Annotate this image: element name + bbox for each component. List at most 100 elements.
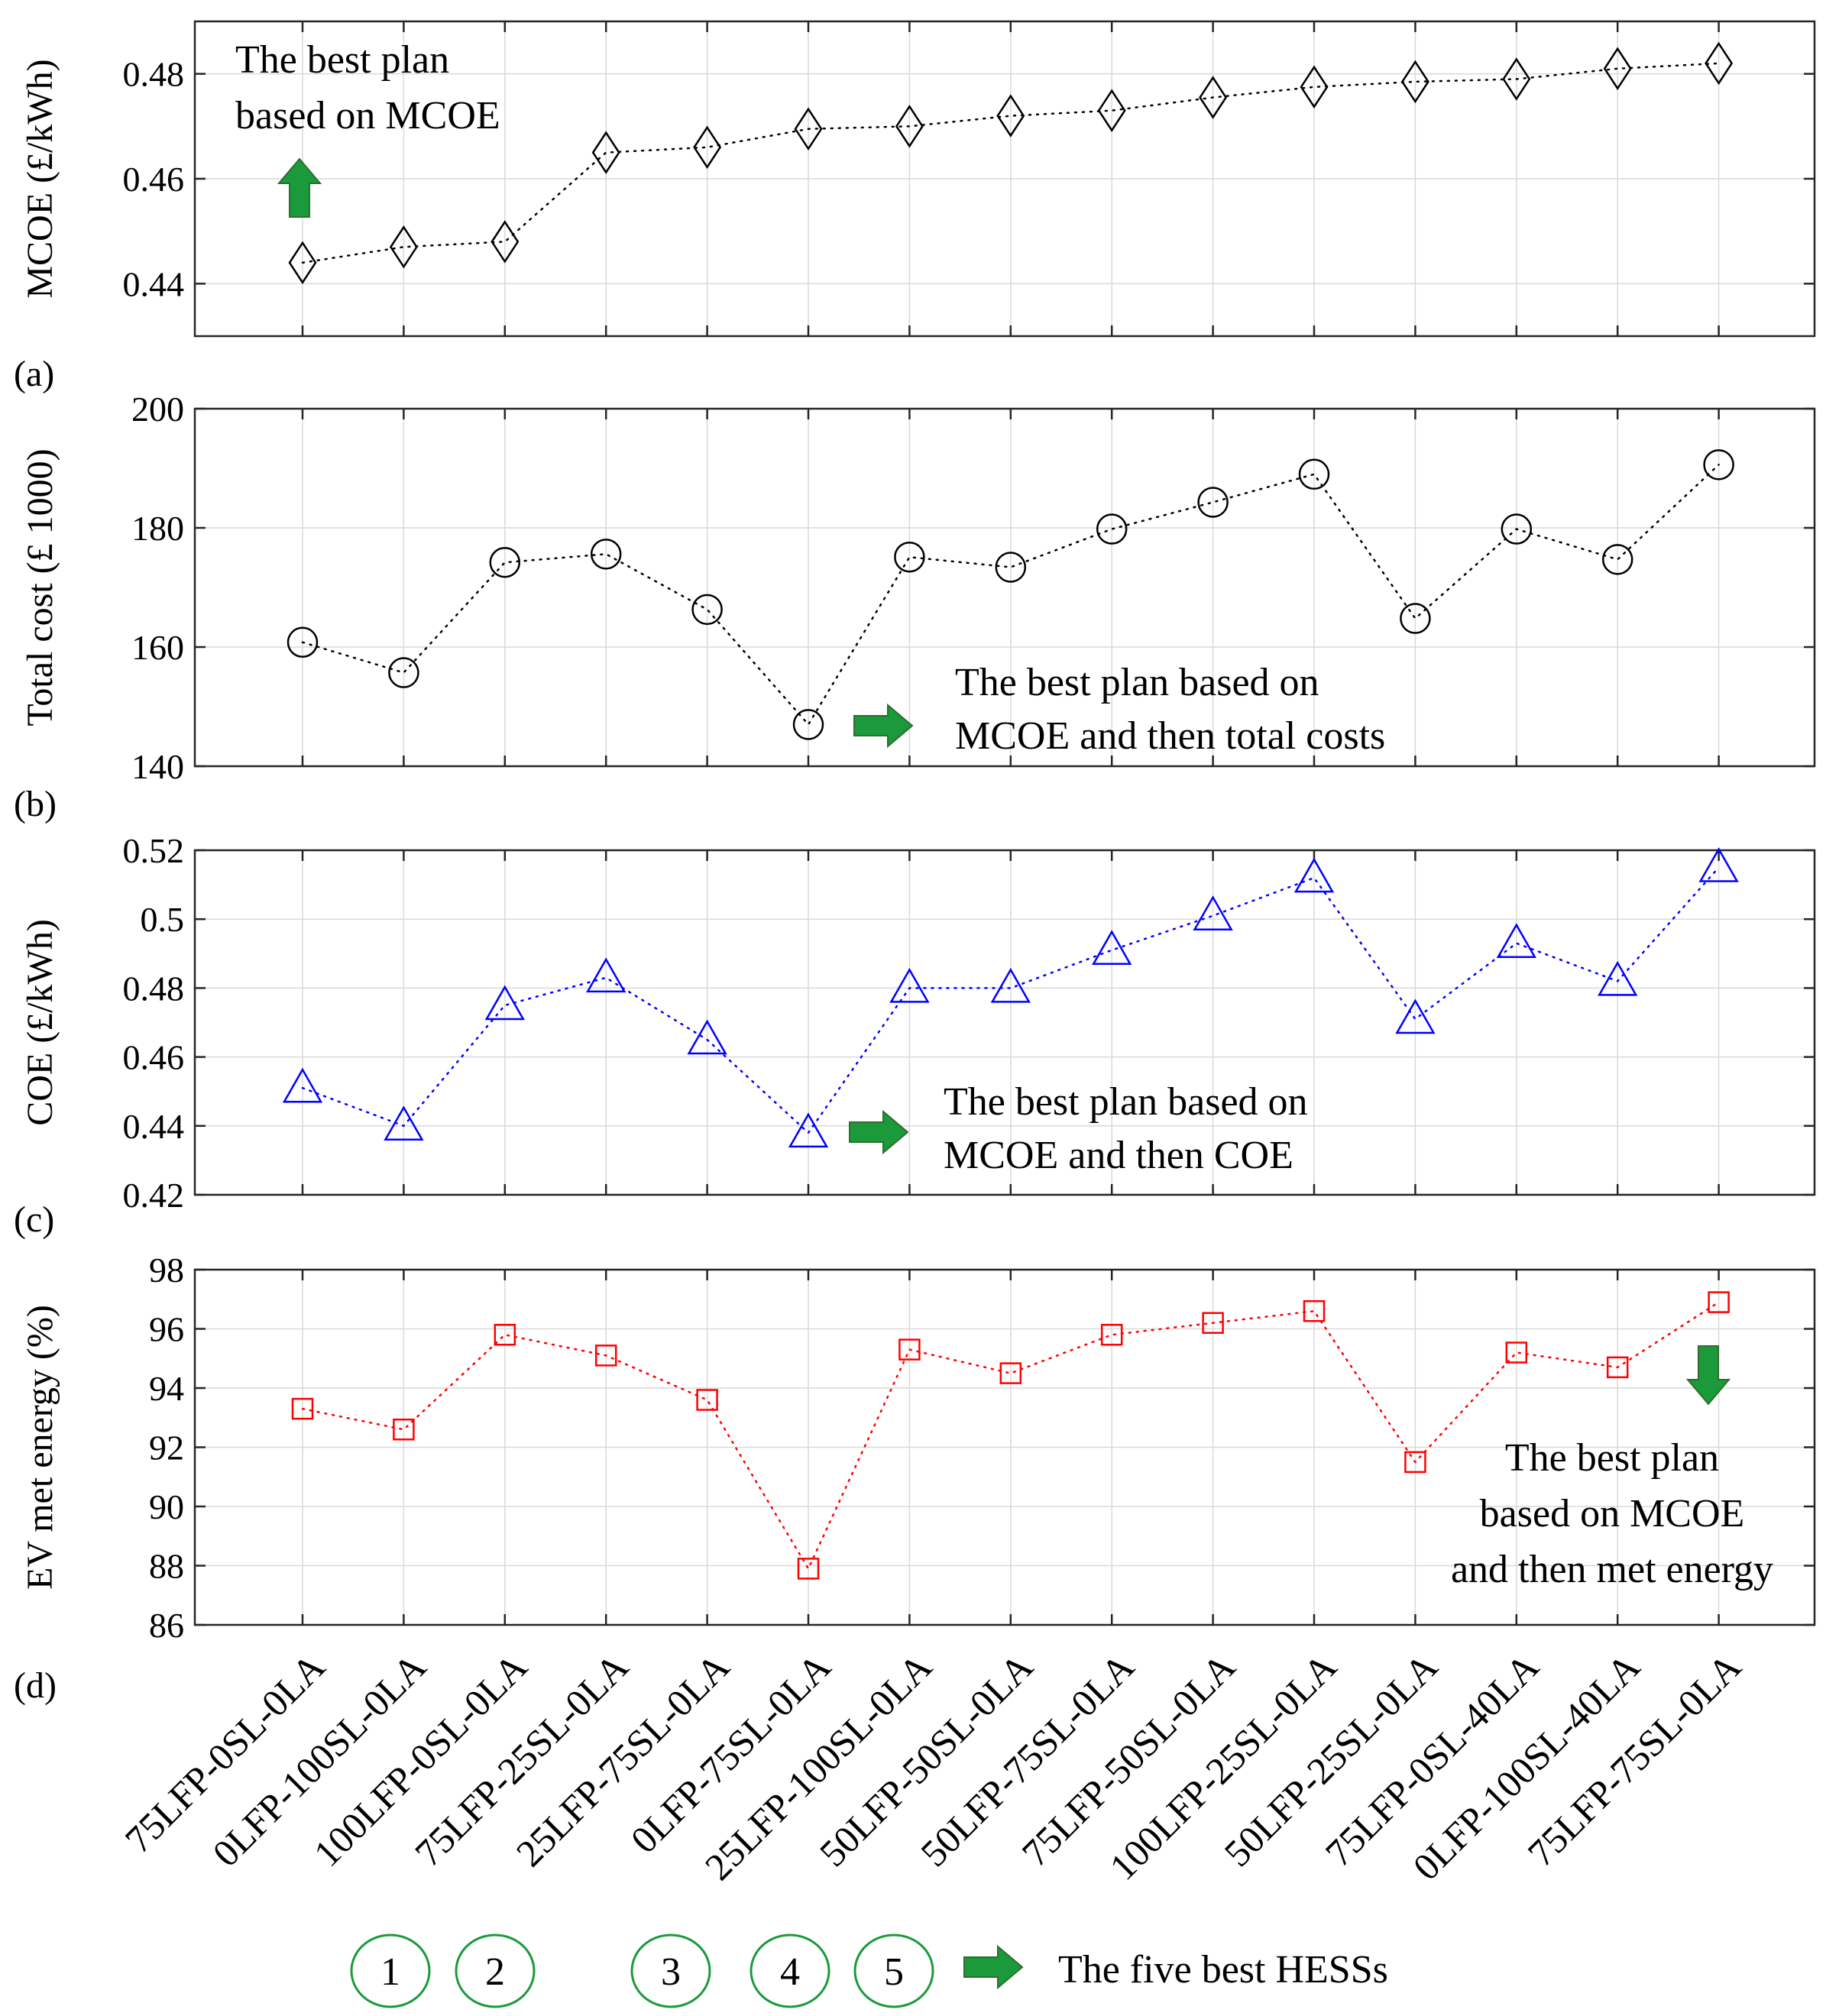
data-point: [1703, 449, 1734, 481]
y-tick-label: 0.48: [123, 55, 185, 94]
y-tick-label: 0.46: [123, 1038, 185, 1077]
data-point: [1199, 76, 1228, 119]
rank-circle: [350, 1933, 431, 2008]
annotation-text: and then met energy: [1451, 1548, 1773, 1591]
y-tick-label: 140: [131, 747, 184, 786]
axes-frame: [193, 407, 1816, 768]
data-point: [691, 594, 723, 626]
data-point: [999, 1362, 1022, 1384]
y-tick-label: 88: [149, 1547, 184, 1586]
y-tick-label: 94: [149, 1369, 184, 1408]
y-tick-label: 180: [131, 509, 184, 548]
data-point: [1202, 1312, 1224, 1334]
data-point: [494, 1324, 516, 1346]
rank-number: 5: [884, 1950, 904, 1994]
data-point: [693, 125, 722, 170]
legend-text: The five best HESSs: [1058, 1948, 1388, 1992]
data-point: [1097, 89, 1126, 133]
data-point: [1193, 895, 1233, 930]
data-point: [995, 552, 1027, 583]
y-tick-label: 90: [149, 1487, 184, 1526]
rank-number: 1: [380, 1950, 400, 1994]
data-point: [898, 1338, 921, 1361]
data-point: [1501, 513, 1533, 545]
data-point: [591, 131, 620, 174]
data-point: [389, 225, 418, 269]
data-point: [1603, 47, 1632, 91]
y-tick-label: 98: [149, 1251, 184, 1290]
data-point: [1400, 603, 1431, 634]
x-axis-categories: 75LFP-0SL-0LA0LFP-100SL-0LA100LFP-0SL-0L…: [117, 1645, 1750, 1888]
data-point: [797, 1558, 820, 1580]
data-point: [895, 105, 924, 148]
panel-a: 0.44 0.46 0.48 MCOE (£/kWh) (a) The best plan…: [14, 20, 1816, 394]
panel-b: 140 160 180 200 Total cost (£ 1000) (b) The be…: [14, 390, 1816, 824]
rank-circle: [455, 1933, 536, 2008]
data-point: [1404, 1451, 1426, 1474]
series-line: [301, 1301, 1720, 1571]
y-tick-label: 0.46: [123, 160, 185, 199]
data-point: [291, 1397, 314, 1420]
annotation-text: based on MCOE: [1480, 1492, 1745, 1535]
axes-frame: [193, 849, 1816, 1196]
best-plan-arrow: [1685, 1345, 1731, 1406]
data-point: [590, 539, 622, 570]
panel-label: (a): [14, 354, 54, 394]
data-point: [489, 546, 521, 578]
y-axis-label: COE (£/kWh): [20, 919, 60, 1126]
data-point: [1096, 513, 1128, 545]
legend-five-best: 1 2 3 4 5 The five best HESSs: [350, 1933, 1388, 2008]
annotation-text: The best plan: [235, 38, 449, 82]
data-point: [384, 1105, 424, 1141]
data-point: [889, 967, 930, 1003]
y-tick-label: 0.42: [123, 1176, 185, 1215]
data-point: [687, 1019, 727, 1055]
data-point: [1502, 57, 1531, 101]
series-line: [301, 464, 1720, 726]
y-tick-label: 0.48: [123, 969, 185, 1008]
panel-c: 0.42 0.44 0.46 0.48 0.5 0.52 COE (£/kWh) (c) The…: [14, 831, 1816, 1240]
data-point: [792, 709, 824, 740]
rank-circle: [853, 1933, 934, 2008]
data-point: [990, 967, 1031, 1003]
data-point: [794, 107, 823, 151]
y-tick-label: 92: [149, 1429, 184, 1468]
data-point: [1698, 847, 1739, 882]
panel-label: (b): [14, 784, 57, 824]
y-axis-label: MCOE (£/kWh): [20, 59, 60, 298]
data-point: [1092, 930, 1132, 966]
rank-number: 2: [485, 1950, 505, 1994]
data-point: [586, 957, 626, 993]
data-point: [1197, 487, 1229, 518]
panel-label: (d): [14, 1665, 57, 1706]
y-tick-label: 0.44: [123, 264, 185, 303]
data-point: [594, 1345, 617, 1367]
panel-d: 86 88 90 92 94 96 98 EV met energy (%) (d) The be…: [14, 1251, 1816, 1706]
y-tick-label: 0.52: [123, 831, 185, 870]
data-point: [1400, 60, 1429, 104]
data-point: [1303, 1300, 1326, 1322]
y-axis-label: EV met energy (%): [20, 1305, 60, 1590]
data-point: [1598, 960, 1638, 996]
y-tick-label: 200: [131, 390, 184, 429]
annotation-text: The best plan based on: [955, 661, 1319, 704]
best-plan-arrow: [849, 1109, 909, 1155]
y-axis-label: Total cost (£ 1000): [20, 448, 60, 726]
data-point: [788, 1112, 829, 1148]
best-plan-arrow: [277, 157, 322, 218]
data-point: [1293, 857, 1335, 893]
data-point: [1705, 41, 1734, 86]
data-point: [1601, 544, 1633, 575]
rank-number: 4: [780, 1950, 800, 1994]
data-point: [282, 1067, 323, 1103]
annotation-text: The best plan: [1505, 1436, 1719, 1480]
data-point: [1100, 1324, 1123, 1346]
data-point: [1708, 1291, 1730, 1313]
legend-arrow: [963, 1944, 1024, 1990]
annotation-text: The best plan based on: [944, 1080, 1308, 1124]
data-point: [1300, 65, 1329, 109]
data-point: [1606, 1356, 1629, 1379]
data-point: [1505, 1341, 1528, 1364]
data-point: [696, 1389, 718, 1411]
rank-number: 3: [661, 1950, 681, 1994]
